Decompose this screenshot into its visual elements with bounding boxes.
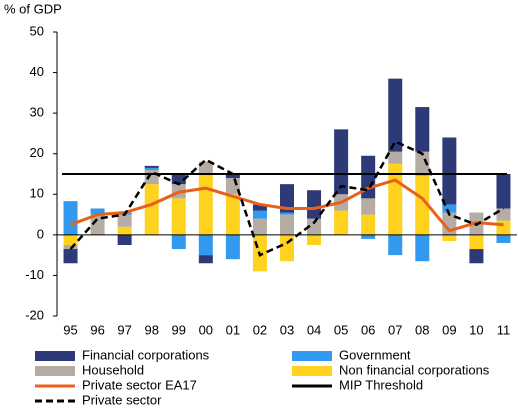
bar-segment	[442, 137, 457, 205]
bar-segment	[144, 167, 159, 170]
line-series	[69, 139, 505, 257]
bar-segment	[198, 174, 213, 235]
bar-segment	[280, 214, 294, 235]
bar-segment	[225, 194, 240, 235]
x-tick-label: 97	[117, 322, 131, 337]
bar-segment	[361, 214, 376, 235]
bar-segment	[90, 208, 105, 215]
x-tick-label: 03	[280, 322, 294, 337]
bar-segment	[307, 190, 322, 219]
y-tick-label: -20	[25, 307, 44, 322]
y-tick-label: 10	[30, 186, 44, 201]
bar-segment	[334, 210, 349, 235]
bar-segment	[171, 198, 186, 235]
legend-label: Financial corporations	[82, 347, 210, 362]
bar-segment	[307, 234, 322, 245]
legend-label: Private sector EA17	[82, 377, 197, 392]
bar-segment	[171, 234, 186, 250]
bar-segment	[198, 161, 213, 174]
bar-segment	[63, 249, 78, 264]
bar-segment	[280, 184, 294, 213]
x-tick-label: 96	[90, 322, 104, 337]
legend-swatch	[292, 366, 332, 376]
x-tick-label: 08	[415, 322, 429, 337]
x-tick-label: 07	[388, 322, 402, 337]
y-tick-label: 0	[37, 226, 44, 241]
line-series	[70, 178, 504, 233]
x-tick-label: 02	[253, 322, 267, 337]
bar-segment	[198, 234, 213, 256]
bar-segment	[388, 78, 403, 152]
bar-segment	[225, 234, 240, 260]
x-tick-label: 98	[144, 322, 158, 337]
x-tick-label: 06	[361, 322, 375, 337]
bar-segment	[415, 234, 430, 262]
bar-segment	[198, 255, 213, 264]
y-axis-label: % of GDP	[4, 1, 62, 16]
legend-label: Government	[339, 347, 411, 362]
x-tick-label: 01	[226, 322, 240, 337]
legend-label: Non financial corporations	[339, 362, 490, 377]
bar-segment	[63, 234, 78, 245]
legend-label: Private sector	[82, 392, 162, 407]
bar-segment	[469, 249, 484, 264]
bar-segment	[496, 174, 511, 209]
bar-segment	[252, 218, 267, 235]
bar-segment	[144, 184, 159, 235]
bar-segment	[90, 214, 105, 235]
legend-label: MIP Threshold	[339, 377, 423, 392]
bar-segment	[334, 129, 349, 195]
bar-segment	[442, 234, 457, 241]
x-tick-label: 04	[307, 322, 321, 337]
bar-segment	[415, 107, 430, 152]
x-tick-label: 09	[442, 322, 456, 337]
bar-segment	[280, 212, 294, 215]
legend-swatch	[292, 351, 332, 361]
bar-segment	[361, 198, 376, 215]
bar-segment	[171, 174, 186, 185]
y-tick-label: 50	[30, 23, 44, 38]
bar-segment	[496, 234, 511, 243]
legend-label: Household	[82, 362, 144, 377]
bar-segment	[361, 234, 376, 239]
x-tick-label: 95	[63, 322, 77, 337]
bar-segment	[388, 151, 403, 164]
x-tick-label: 10	[469, 322, 483, 337]
x-tick-label: 11	[497, 322, 511, 337]
y-tick-label: 20	[30, 145, 44, 160]
bar-segment	[144, 165, 159, 168]
bar-segment	[388, 234, 403, 256]
y-tick-label: -10	[25, 267, 44, 282]
x-tick-label: 00	[199, 322, 213, 337]
bar-segment	[442, 204, 457, 213]
x-tick-label: 05	[334, 322, 348, 337]
bar-segment	[225, 174, 240, 179]
x-tick-label: 99	[172, 322, 186, 337]
bar-segment	[469, 234, 484, 250]
bar-segment	[252, 210, 267, 219]
bar-segment	[307, 218, 322, 235]
bar-segment	[496, 220, 511, 235]
legend-swatch	[35, 366, 75, 376]
bar-segment	[415, 151, 430, 177]
bar-segment	[144, 169, 159, 185]
bar-segment	[415, 176, 430, 235]
y-tick-label: 30	[30, 105, 44, 120]
legend-swatch	[35, 351, 75, 361]
y-tick-label: 40	[30, 64, 44, 79]
bar-segment	[63, 201, 78, 235]
bar-segment	[252, 204, 267, 211]
bar-segment	[117, 226, 132, 235]
bar-segment	[117, 234, 132, 245]
bar-segment	[117, 214, 132, 227]
bar-segment	[63, 245, 78, 250]
